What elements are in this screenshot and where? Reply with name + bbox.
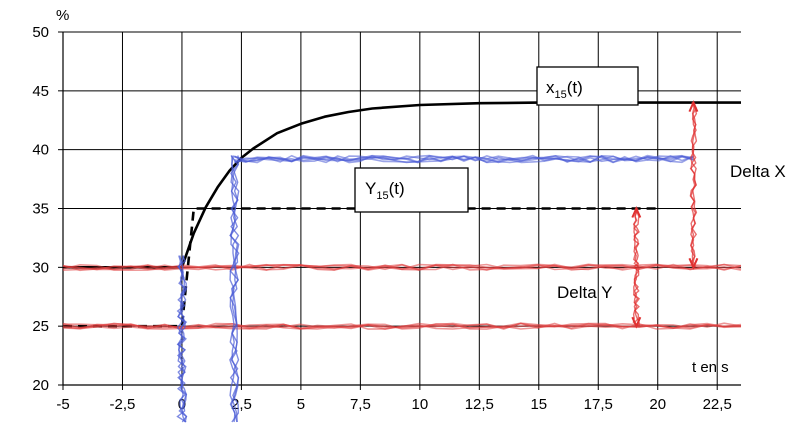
x-tick-label: 17,5 — [584, 396, 613, 413]
x-tick-label: 7,5 — [350, 396, 371, 413]
y-tick-label: 40 — [32, 142, 49, 159]
hand-drawn-vertical — [229, 155, 240, 423]
hand-drawn-line — [234, 154, 694, 164]
arrow-head-bottom — [631, 316, 642, 329]
y15-label-tail: (t) — [389, 179, 405, 198]
arrow-head-top — [631, 206, 642, 218]
y-tick-label: 25 — [32, 318, 49, 335]
x-tick-label: -2,5 — [110, 396, 136, 413]
x15-label-tail: (t) — [567, 78, 583, 97]
x-tick-label: 12,5 — [465, 396, 494, 413]
x-tick-label: 15 — [530, 396, 547, 413]
hand-drawn-line — [62, 263, 742, 272]
arrow-head-top — [688, 100, 699, 113]
tick-labels: -5 -2,5 0 2,5 5 7,5 10 12,5 15 17,5 20 22,520253035… — [32, 24, 731, 413]
x15-label-box: x15(t) — [536, 66, 639, 106]
hand-drawn-vertical — [690, 102, 698, 268]
hand-drawn-line — [62, 322, 742, 330]
svg-text:x15(t): x15(t) — [546, 78, 583, 101]
series-line-x15-t- — [63, 101, 741, 269]
x-tick-label: 20 — [649, 396, 666, 413]
x-tick-label: -5 — [56, 396, 69, 413]
x-tick-label: 10 — [411, 396, 428, 413]
y15-label-main: Y — [365, 179, 376, 198]
x-tick-label: 5 — [297, 396, 305, 413]
arrow-head-bottom — [688, 257, 699, 270]
delta-x-label: Delta X — [730, 162, 786, 181]
x-tick-label: 22,5 — [703, 396, 732, 413]
x15-label-sub: 15 — [555, 89, 567, 101]
y-tick-label: 30 — [32, 259, 49, 276]
hand-drawn-line — [234, 154, 694, 164]
hand-drawn-vertical — [632, 208, 640, 327]
hand-drawn-vertical — [176, 255, 188, 423]
svg-text:Y15(t): Y15(t) — [365, 179, 405, 202]
series-layer — [62, 101, 742, 423]
y15-label-box: Y15(t) — [354, 167, 469, 213]
y-tick-label: 50 — [32, 24, 49, 41]
delta-y-label: Delta Y — [557, 283, 612, 302]
hand-drawn-vertical — [632, 208, 641, 327]
x-tick-label: 0 — [178, 396, 186, 413]
y15-label-sub: 15 — [376, 190, 388, 202]
y-tick-label: 20 — [32, 377, 49, 394]
y-axis-unit: % — [56, 7, 69, 24]
x15-label-main: x — [546, 78, 555, 97]
y-tick-label: 45 — [32, 83, 49, 100]
annotations — [631, 100, 699, 329]
y-tick-label: 35 — [32, 201, 49, 218]
hand-drawn-vertical — [176, 255, 188, 423]
x-axis-label: t en s — [692, 359, 729, 376]
